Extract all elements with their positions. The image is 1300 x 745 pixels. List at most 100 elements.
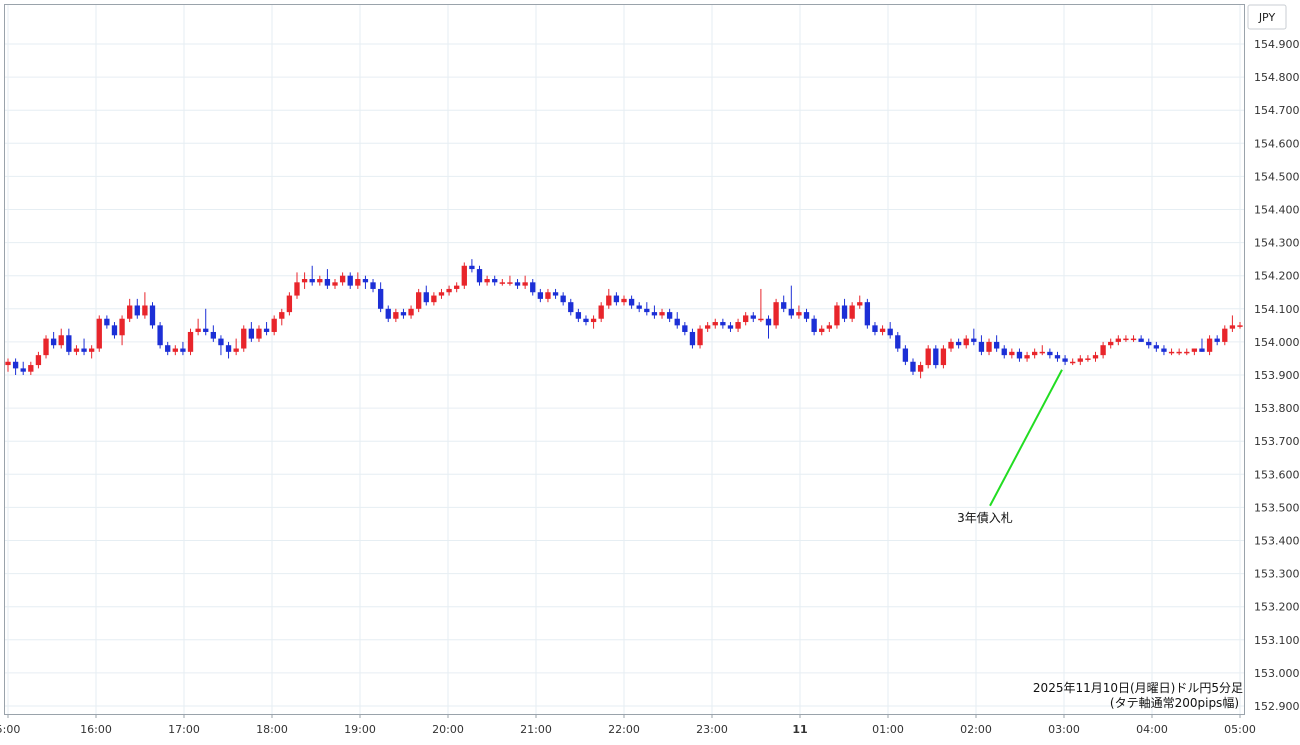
candle-body: [841, 305, 848, 319]
candle-body: [788, 308, 794, 316]
candle-body: [408, 308, 414, 316]
candle: [256, 325, 262, 342]
candle-body: [674, 318, 680, 326]
candle: [895, 331, 901, 352]
candle-body: [781, 302, 787, 309]
candle: [879, 325, 886, 336]
candle-body: [720, 322, 726, 326]
candle-body: [438, 292, 445, 296]
price-axis: 154.900 154.800 154.700 154.600 154.500 154.4…: [1254, 38, 1300, 713]
candle-body: [339, 275, 346, 283]
candle: [849, 302, 855, 323]
candle-body: [613, 295, 620, 303]
candle: [111, 322, 118, 339]
candle: [263, 322, 270, 336]
y-tick-label: 153.900: [1254, 369, 1300, 382]
candle: [1108, 338, 1114, 349]
candle: [195, 318, 201, 336]
candle-body: [1138, 338, 1144, 342]
candle-body: [993, 341, 1000, 349]
candle-body: [514, 282, 521, 286]
candle-body: [948, 341, 954, 349]
candle: [743, 312, 749, 326]
candle-body: [172, 348, 178, 352]
candle-body: [530, 282, 536, 293]
candle-body: [1085, 358, 1091, 360]
candle: [461, 262, 467, 289]
y-tick-label: 154.600: [1254, 137, 1300, 150]
candle: [773, 298, 779, 329]
candle-body: [568, 302, 574, 313]
y-tick-label: 153.300: [1254, 568, 1300, 581]
candle: [119, 315, 125, 346]
time-axis: 5:00 16:00 17:00 18:00 19:00 20:00 21:00 22:00 2…: [0, 714, 1256, 736]
candle-body: [940, 348, 947, 366]
candle-body: [1115, 338, 1121, 342]
candle-body: [309, 279, 315, 283]
candle: [362, 275, 369, 289]
candle: [104, 315, 110, 329]
candle: [1032, 348, 1038, 359]
y-tick-label: 154.300: [1254, 237, 1300, 250]
candle: [530, 279, 536, 296]
candle-body: [910, 361, 916, 372]
candle-body: [88, 348, 95, 352]
y-tick-label: 154.400: [1254, 204, 1300, 217]
candle: [514, 279, 521, 289]
x-tick-label: 19:00: [344, 723, 376, 736]
candle-body: [1161, 348, 1167, 352]
x-tick-label: 11: [792, 723, 807, 736]
candle: [1001, 345, 1007, 359]
candle-body: [301, 279, 308, 283]
candle-body: [127, 305, 133, 319]
candle: [1138, 335, 1144, 342]
candle-body: [583, 318, 589, 323]
candle-body: [134, 305, 140, 316]
candle: [1214, 335, 1220, 346]
y-tick-label: 153.600: [1254, 468, 1300, 481]
candle: [971, 328, 977, 346]
candle: [1229, 315, 1236, 332]
candle: [537, 288, 544, 303]
candle-body: [651, 312, 658, 316]
x-tick-label: 03:00: [1048, 723, 1080, 736]
x-tick-label: 20:00: [432, 723, 464, 736]
candle-body: [286, 295, 293, 313]
candle: [864, 298, 871, 329]
candle: [796, 305, 802, 319]
candle-body: [545, 292, 551, 299]
y-tick-label: 154.900: [1254, 38, 1300, 51]
x-tick-label: 22:00: [608, 723, 640, 736]
candle: [1168, 348, 1175, 356]
candle-body: [1237, 325, 1243, 327]
candle-body: [590, 318, 597, 323]
annotation-pointer-line: [989, 369, 1063, 507]
candle-body: [879, 328, 886, 332]
candle: [1062, 355, 1068, 366]
candle-body: [119, 318, 125, 336]
candle: [758, 288, 764, 323]
candle: [187, 328, 194, 356]
candle: [575, 308, 582, 323]
candle: [1153, 341, 1160, 352]
candle-body: [834, 305, 840, 326]
candle: [134, 298, 140, 319]
candle: [180, 341, 186, 356]
candle: [370, 279, 376, 293]
y-tick-label: 154.700: [1254, 104, 1300, 117]
y-tick-label: 153.100: [1254, 634, 1300, 647]
y-tick-label: 153.000: [1254, 667, 1300, 680]
chart-caption-line1: 2025年11月10日(月曜日)ドル円5分足: [1033, 681, 1243, 695]
candle-body: [1039, 351, 1045, 354]
candle-body: [241, 328, 247, 349]
candle-body: [628, 298, 635, 306]
candle-body: [225, 345, 232, 352]
candle-body: [492, 279, 498, 283]
candle-body: [811, 318, 817, 332]
candle-body: [355, 279, 361, 286]
candle-body: [697, 328, 703, 346]
candle: [735, 318, 741, 332]
candle-body: [347, 275, 353, 286]
candle: [241, 325, 247, 352]
candle: [499, 279, 505, 286]
